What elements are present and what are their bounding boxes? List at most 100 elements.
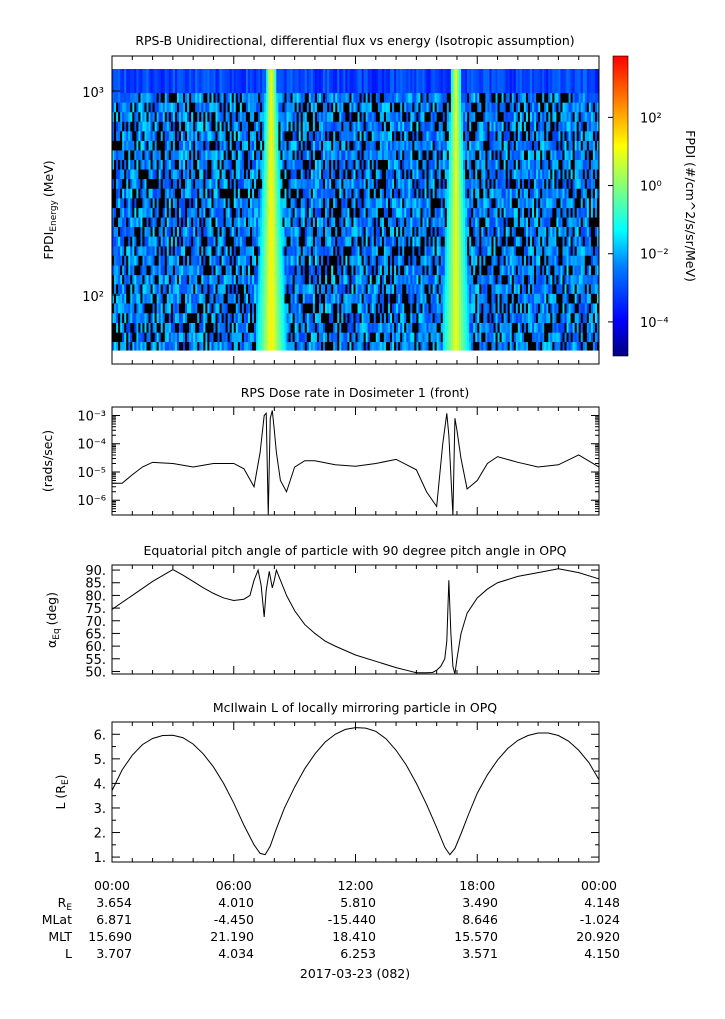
spectrogram-cell [329,303,332,314]
spectrogram-cell [471,312,474,323]
spectrogram-cell [489,197,492,209]
spectrogram-cell [416,226,419,237]
spectrogram-cell [221,283,225,294]
spectrogram-cell [217,150,220,160]
spectrogram-cell [542,178,545,189]
spectrogram-cell [280,265,283,276]
spectrogram-cell [221,169,225,180]
spectrogram-cell [187,283,190,294]
spectrogram-cell [359,341,362,351]
spectrogram-cell [568,265,571,276]
spectrogram-cell [471,322,474,333]
spectrogram-cell [463,178,466,189]
spectrogram-cell [412,226,415,237]
spectrogram-cell [373,322,377,333]
spectrogram-cell [365,178,369,189]
spectrogram-cell [264,178,267,189]
spectrogram-cell [570,341,574,351]
spectrogram-cell [398,150,401,160]
spectrogram-cell [329,293,332,304]
spectrogram-cell [473,207,476,218]
spectrogram-cell [481,303,484,314]
spectrogram-cell [503,150,507,160]
spectrogram-cell [365,188,369,199]
spectrogram-cell [140,265,143,276]
spectrogram-cell [562,188,565,199]
spectrogram-cell [538,246,541,256]
spectrogram-cell [594,265,598,276]
spectrogram-cell [371,150,375,160]
spectrogram-cell [132,178,135,189]
spectrogram-cell [327,303,330,314]
spectrogram-cell [515,303,519,314]
spectrogram-cell [252,255,255,266]
spectrogram-cell [176,207,180,218]
spectrogram-cell [256,217,259,227]
spectrogram-cell [452,169,456,180]
spectrogram-cell [156,207,160,218]
spectrogram-cell [497,255,500,266]
spectrogram-cell [355,169,358,180]
spectrogram-cell [241,332,245,343]
spectrogram-cell [452,255,456,266]
spectrogram-cell [483,159,486,170]
spectrogram-cell [420,246,423,256]
spectrogram-cell [357,332,360,343]
spectrogram-cell [318,341,322,351]
spectrogram-cell [312,312,316,323]
spectrogram-cell [176,150,180,160]
spectrogram-cell [544,283,547,294]
spectrogram-cell [503,303,507,314]
spectrogram-cell [398,341,401,351]
spectrogram-cell [574,274,578,285]
spectrogram-cell [231,312,235,323]
spectrogram-cell [217,322,220,333]
spectrogram-cell [430,312,434,323]
spectrogram-cell [383,226,387,237]
spectrogram-cell [578,188,582,199]
spectrogram-cell [325,159,328,170]
spectrogram-cell [509,332,513,343]
spectrogram-cell [576,207,580,218]
spectrogram-cell [438,178,442,189]
spectrogram-cell [503,283,507,294]
spectrogram-cell [164,255,168,266]
spectrogram-cell [276,207,279,218]
spectrogram-cell [215,207,218,218]
spectrogram-cell [436,246,440,256]
spectrogram-cell [323,332,326,343]
spectrogram-cell [351,303,354,314]
spectrogram-cell [481,341,484,351]
spectrogram-cell [213,226,216,237]
spectrogram-cell [166,283,170,294]
spectrogram-cell [122,322,125,333]
spectrogram-cell [225,217,229,227]
spectrogram-cell [426,150,429,160]
spectrogram-cell [264,293,267,304]
spectrogram-cell [126,236,129,247]
spectrogram-cell [156,293,160,304]
spectrogram-cell [339,255,342,266]
spectrogram-cell [570,312,574,323]
spectrogram-cell [280,169,283,180]
spectrogram-cell [353,226,356,237]
spectrogram-cell [180,226,184,237]
spectrogram-cell [446,274,450,285]
spectrogram-cell [132,255,135,266]
spectrogram-cell [416,303,419,314]
spectrogram-cell [302,236,306,247]
spectrogram-cell [144,236,147,247]
spectrogram-cell [321,341,324,351]
spectrogram-cell [138,332,141,343]
spectrogram-cell [532,341,535,351]
spectrogram-cell [211,341,214,351]
spectrogram-cell [586,332,590,343]
spectrogram-cell [132,207,135,218]
spectrogram-cell [258,312,261,323]
spectrogram-cell [262,341,265,351]
spectrogram-cell [333,255,336,266]
spectrogram-cell [493,293,496,304]
spectrogram-cell [404,283,407,294]
spectrogram-cell [375,283,379,294]
spectrogram-cell [552,159,555,170]
